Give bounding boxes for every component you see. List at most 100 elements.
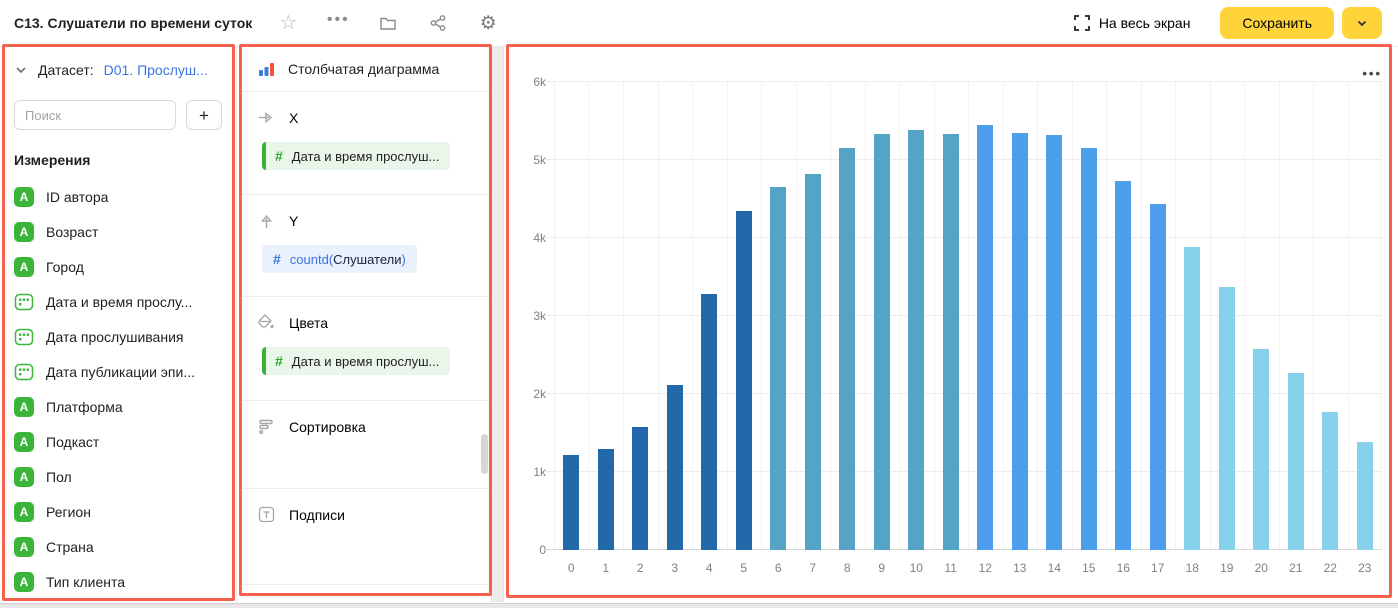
x-axis-tick-label: 12 bbox=[978, 561, 992, 575]
vertical-gridline bbox=[933, 82, 935, 550]
y-field-chip[interactable]: # countd(Слушатели) bbox=[262, 245, 417, 273]
bar-hour-3[interactable] bbox=[666, 384, 683, 550]
hash-icon: # bbox=[275, 353, 283, 369]
dataset-field[interactable]: A Подкаст bbox=[14, 424, 222, 459]
dataset-link[interactable]: D01. Прослуш... bbox=[103, 62, 208, 78]
save-dropdown-button[interactable] bbox=[1342, 7, 1382, 39]
y-field-name: Слушатели bbox=[333, 251, 402, 267]
string-field-icon: A bbox=[14, 431, 34, 452]
search-input[interactable] bbox=[14, 100, 176, 130]
dataset-field[interactable]: A Страна bbox=[14, 529, 222, 564]
x-axis-tick-label: 0 bbox=[567, 561, 575, 575]
chart-type-selector[interactable]: Столбчатая диаграмма bbox=[237, 47, 491, 91]
bar-hour-15[interactable] bbox=[1080, 148, 1097, 550]
bar-hour-9[interactable] bbox=[873, 134, 890, 550]
topbar-actions: ☆ ••• ⚙ bbox=[278, 11, 498, 34]
bar-column bbox=[968, 82, 1003, 550]
bar-column bbox=[1279, 82, 1314, 550]
dataset-field[interactable]: A ID автора bbox=[14, 179, 222, 214]
vertical-gridline bbox=[1381, 82, 1382, 550]
settings-gear-icon[interactable]: ⚙ bbox=[479, 12, 497, 34]
dataset-field[interactable]: A Пол bbox=[14, 459, 222, 494]
dataset-field[interactable]: A Город bbox=[14, 249, 222, 284]
x-axis-tick-label: 22 bbox=[1323, 561, 1337, 575]
bar-hour-17[interactable] bbox=[1149, 204, 1166, 550]
dataset-field[interactable]: A Платформа bbox=[14, 389, 222, 424]
field-label: Дата и время прослу... bbox=[46, 293, 193, 310]
x-axis-tick-label: 2 bbox=[636, 561, 644, 575]
x-axis-tick-label: 14 bbox=[1047, 561, 1061, 575]
dataset-field[interactable]: A Возраст bbox=[14, 214, 222, 249]
dataset-field[interactable]: Дата публикации эпи... bbox=[14, 354, 222, 389]
bar-hour-19[interactable] bbox=[1218, 287, 1235, 550]
horizontal-gridline bbox=[544, 81, 1382, 82]
fullscreen-label: На весь экран bbox=[1098, 15, 1191, 31]
x-axis-tick-label: 13 bbox=[1013, 561, 1027, 575]
content-area: Датасет: D01. Прослуш... + Измерения A ID… bbox=[0, 46, 1398, 602]
bar-hour-14[interactable] bbox=[1046, 135, 1063, 550]
bar-chart-type-icon bbox=[257, 60, 276, 79]
colors-field-chip[interactable]: # Дата и время прослуш... bbox=[262, 347, 451, 375]
bar-hour-6[interactable] bbox=[770, 187, 787, 550]
bar-hour-11[interactable] bbox=[942, 134, 959, 550]
fullscreen-icon bbox=[1073, 15, 1090, 31]
bar-column bbox=[692, 82, 727, 550]
bar-hour-13[interactable] bbox=[1011, 133, 1028, 550]
bar-hour-18[interactable] bbox=[1184, 247, 1201, 550]
bar-column bbox=[1003, 82, 1038, 550]
horizontal-gridline bbox=[544, 393, 1382, 395]
bar-column bbox=[623, 82, 658, 550]
y-formula-open: countd( bbox=[289, 251, 334, 267]
bar-hour-22[interactable] bbox=[1322, 411, 1339, 550]
section-labels: Подписи bbox=[237, 488, 491, 584]
bar-hour-23[interactable] bbox=[1356, 442, 1373, 550]
arrow-up-icon bbox=[257, 211, 276, 230]
x-axis-tick-label: 6 bbox=[774, 561, 782, 575]
more-options-icon[interactable]: ••• bbox=[326, 11, 350, 28]
arrow-right-icon bbox=[257, 108, 276, 127]
vertical-gridline bbox=[1175, 82, 1176, 550]
bar-hour-16[interactable] bbox=[1115, 181, 1132, 550]
bar-hour-10[interactable] bbox=[908, 130, 925, 550]
add-field-button[interactable]: + bbox=[186, 100, 222, 130]
panel-gutter[interactable] bbox=[491, 47, 504, 602]
bar-column bbox=[658, 82, 693, 550]
fullscreen-button[interactable]: На весь экран bbox=[1073, 15, 1191, 31]
bar-hour-5[interactable] bbox=[735, 210, 752, 550]
dataset-field[interactable]: Дата прослушивания bbox=[14, 319, 222, 354]
bar-hour-2[interactable] bbox=[632, 426, 649, 550]
bar-hour-21[interactable] bbox=[1287, 372, 1304, 550]
field-label: Дата прослушивания bbox=[46, 328, 184, 345]
config-scrollbar[interactable] bbox=[481, 434, 488, 474]
folder-icon[interactable] bbox=[378, 13, 398, 33]
x-field-chip[interactable]: # Дата и время прослуш... bbox=[262, 142, 451, 170]
bar-hour-1[interactable] bbox=[597, 449, 614, 550]
field-list: A ID автора A Возраст A Город Дата и время про… bbox=[14, 179, 222, 599]
bar-column bbox=[899, 82, 934, 550]
bar-hour-7[interactable] bbox=[804, 174, 821, 550]
chart-config-panel: Столбчатая диаграмма X # Дата и время пр… bbox=[237, 47, 491, 602]
dataset-field[interactable]: Дата и время прослу... bbox=[14, 284, 222, 319]
vertical-gridline bbox=[829, 82, 831, 550]
paint-bucket-icon bbox=[257, 313, 276, 332]
x-axis-tick-label: 8 bbox=[843, 561, 851, 575]
x-axis-tick-label: 11 bbox=[944, 561, 957, 575]
string-field-icon: A bbox=[14, 256, 34, 277]
horizontal-gridline bbox=[544, 237, 1382, 239]
bar-hour-4[interactable] bbox=[701, 294, 718, 550]
x-axis-tick-label: 17 bbox=[1151, 561, 1165, 575]
dataset-field[interactable]: A Тип клиента bbox=[14, 564, 222, 599]
save-button[interactable]: Сохранить bbox=[1220, 7, 1334, 39]
chevron-down-icon[interactable] bbox=[14, 63, 28, 77]
topbar: C13. Слушатели по времени суток ☆ ••• ⚙ … bbox=[0, 0, 1398, 46]
bar-hour-12[interactable] bbox=[977, 124, 994, 550]
bar-hour-8[interactable] bbox=[839, 148, 856, 550]
star-icon[interactable]: ☆ bbox=[279, 12, 298, 34]
chart-more-icon[interactable]: ••• bbox=[1362, 66, 1382, 81]
string-field-icon: A bbox=[14, 186, 34, 207]
share-icon[interactable] bbox=[428, 13, 448, 33]
bar-column bbox=[1141, 82, 1176, 550]
dataset-field[interactable]: A Регион bbox=[14, 494, 222, 529]
bar-hour-20[interactable] bbox=[1253, 348, 1270, 550]
bar-hour-0[interactable] bbox=[563, 454, 580, 550]
